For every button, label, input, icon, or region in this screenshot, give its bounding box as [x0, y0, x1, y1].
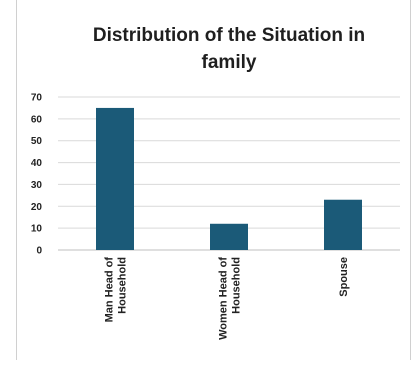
- chart-frame: [16, 0, 411, 360]
- y-tick-label: 40: [31, 158, 43, 169]
- y-tick-label: 0: [36, 246, 42, 257]
- bar: [210, 223, 248, 250]
- y-tick-label: 70: [31, 93, 43, 104]
- x-category-label-line: Spouse: [338, 257, 350, 297]
- y-tick-label: 10: [31, 224, 43, 235]
- x-axis-category-labels: Man Head of Household Women Head of Househo…: [104, 257, 351, 340]
- x-category-label: Women Head of Household: [218, 257, 243, 340]
- bars: [96, 107, 362, 250]
- x-category-label-line: Man Head of: [104, 257, 116, 323]
- bar: [96, 107, 134, 250]
- x-category-label-line: Household: [117, 257, 129, 314]
- chart-title-line-2: family: [202, 52, 257, 73]
- chart-title-line-1: Distribution of the Situation in: [93, 25, 365, 46]
- y-tick-label: 50: [31, 136, 43, 147]
- x-category-label: Man Head of Household: [104, 257, 129, 323]
- y-tick-label: 30: [31, 180, 43, 191]
- x-category-label-line: Women Head of: [218, 257, 230, 340]
- y-tick-label: 60: [31, 114, 43, 125]
- x-category-label: Spouse: [338, 257, 350, 297]
- y-axis-tick-labels: 0 10 20 30 40 50 60 70: [31, 93, 43, 257]
- chart-title: Distribution of the Situation in family: [93, 25, 365, 73]
- y-tick-label: 20: [31, 202, 43, 213]
- x-category-label-line: Household: [231, 257, 243, 314]
- bar: [324, 199, 362, 250]
